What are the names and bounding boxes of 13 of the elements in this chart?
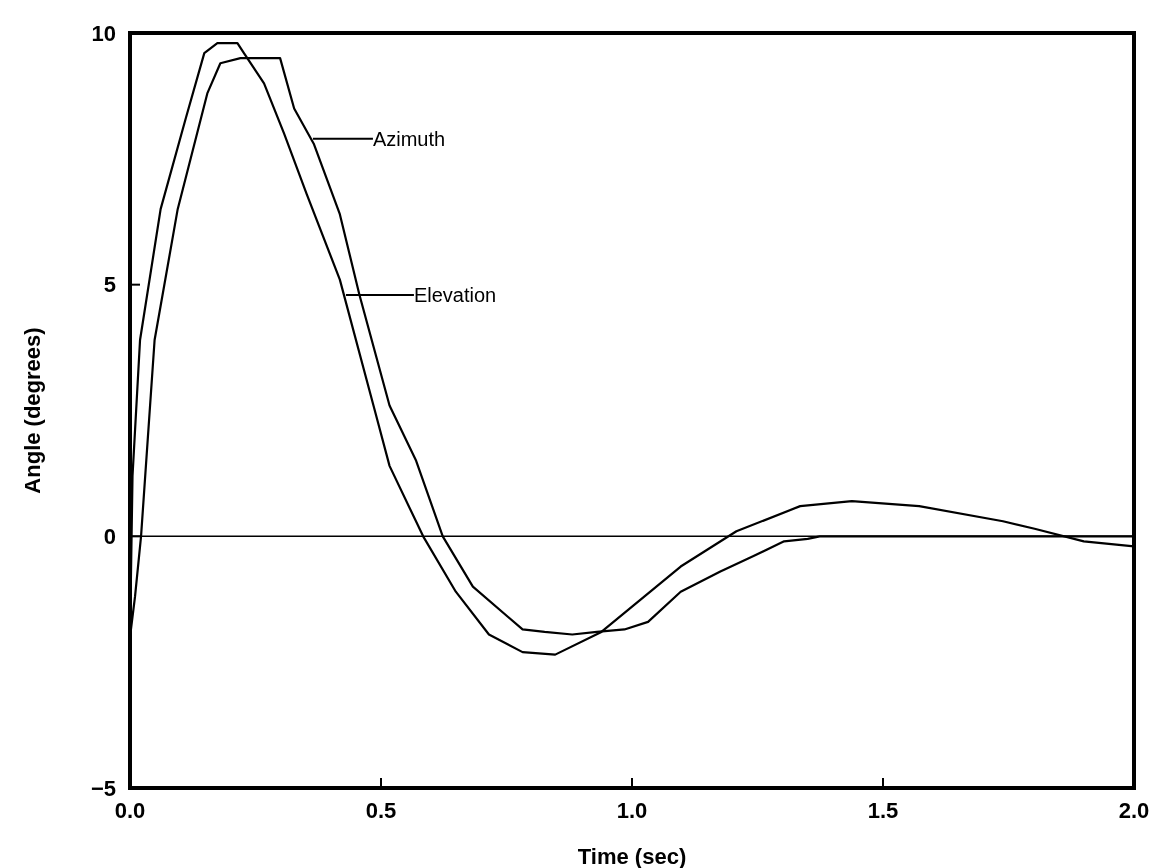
y-tick-label: −5 [90, 775, 116, 801]
y-tick-label: 10 [91, 20, 116, 46]
y-axis-title: Angle (degrees) [20, 327, 45, 494]
x-tick-label: 0.5 [365, 798, 397, 823]
x-tick-label: 2.0 [1118, 798, 1150, 823]
x-tick-label: 0.0 [114, 798, 146, 823]
y-tick-label: 5 [103, 272, 116, 298]
x-axis-title: Time (sec) [577, 844, 687, 868]
x-tick-label: 1.0 [616, 798, 648, 823]
legend-label: Elevation [413, 283, 497, 306]
x-tick-label: 1.5 [867, 798, 899, 823]
legend-label: Azimuth [372, 127, 446, 150]
y-tick-label: 0 [103, 524, 116, 550]
